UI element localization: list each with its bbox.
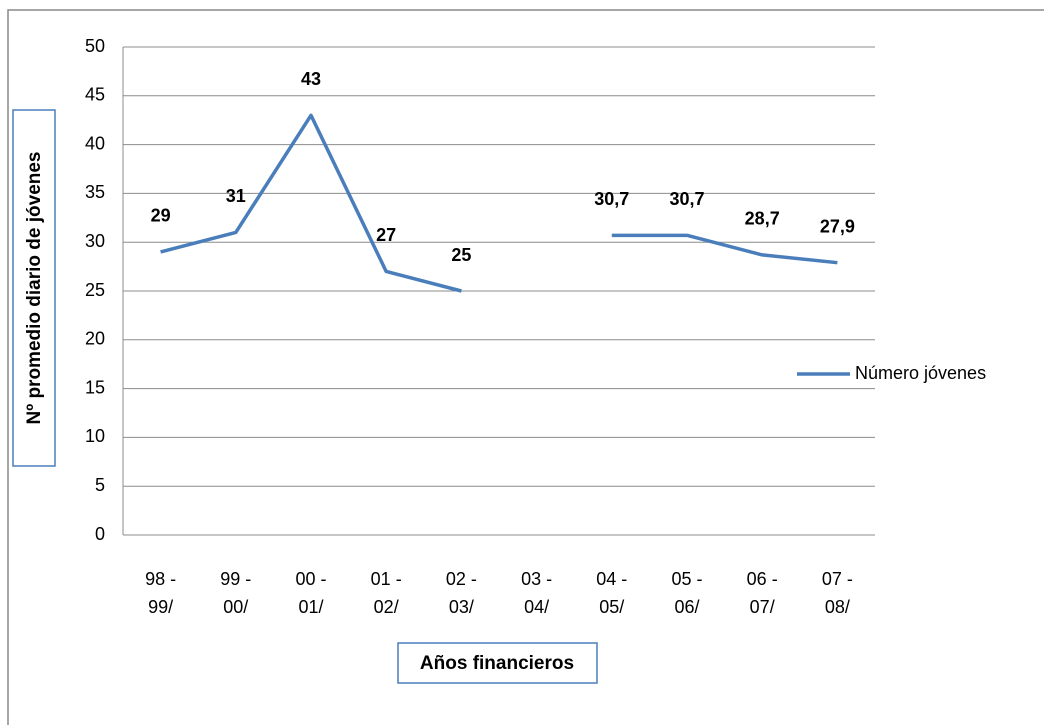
y-tick-label: 10 xyxy=(85,426,105,446)
x-tick-label: 00 - 01/ xyxy=(295,569,327,617)
data-label: 30,7 xyxy=(669,189,704,209)
x-tick-label: 06 - 07/ xyxy=(746,569,778,617)
data-label: 43 xyxy=(301,69,321,89)
y-tick-label: 20 xyxy=(85,329,105,349)
y-tick-label: 5 xyxy=(95,475,105,495)
x-tick-label: 04 - 05/ xyxy=(596,569,628,617)
x-axis-label-box xyxy=(397,642,598,684)
data-label: 31 xyxy=(226,186,246,206)
data-label: 30,7 xyxy=(594,189,629,209)
y-axis-label-box xyxy=(12,109,56,467)
chart-frame xyxy=(7,9,1044,725)
data-label: 28,7 xyxy=(745,209,780,229)
data-label: 29 xyxy=(151,206,171,226)
y-tick-label: 40 xyxy=(85,133,105,153)
data-label: 25 xyxy=(451,245,471,265)
data-label: 27 xyxy=(376,225,396,245)
data-line xyxy=(160,113,838,293)
data-label: 27,9 xyxy=(820,216,855,236)
y-tick-label: 50 xyxy=(85,36,105,56)
x-tick-label: 07 - 08/ xyxy=(821,569,853,617)
y-tick-label: 15 xyxy=(85,377,105,397)
x-tick-label: 98 - 99/ xyxy=(145,569,177,617)
y-tick-label: 0 xyxy=(95,524,105,544)
y-tick-label: 30 xyxy=(85,231,105,251)
y-tick-label: 35 xyxy=(85,182,105,202)
x-tick-label: 03 - 04/ xyxy=(521,569,553,617)
x-tick-label: 01 - 02/ xyxy=(370,569,402,617)
x-tick-label: 05 - 06/ xyxy=(671,569,703,617)
x-tick-label: 02 - 03/ xyxy=(445,569,477,617)
y-tick-label: 25 xyxy=(85,280,105,300)
y-axis-label: Nº promedio diario de jóvenes xyxy=(24,152,45,425)
x-axis-label: Años financieros xyxy=(420,653,574,674)
y-tick-label: 45 xyxy=(85,85,105,105)
legend-label: Número jóvenes xyxy=(855,363,986,383)
x-tick-label: 99 - 00/ xyxy=(220,569,252,617)
